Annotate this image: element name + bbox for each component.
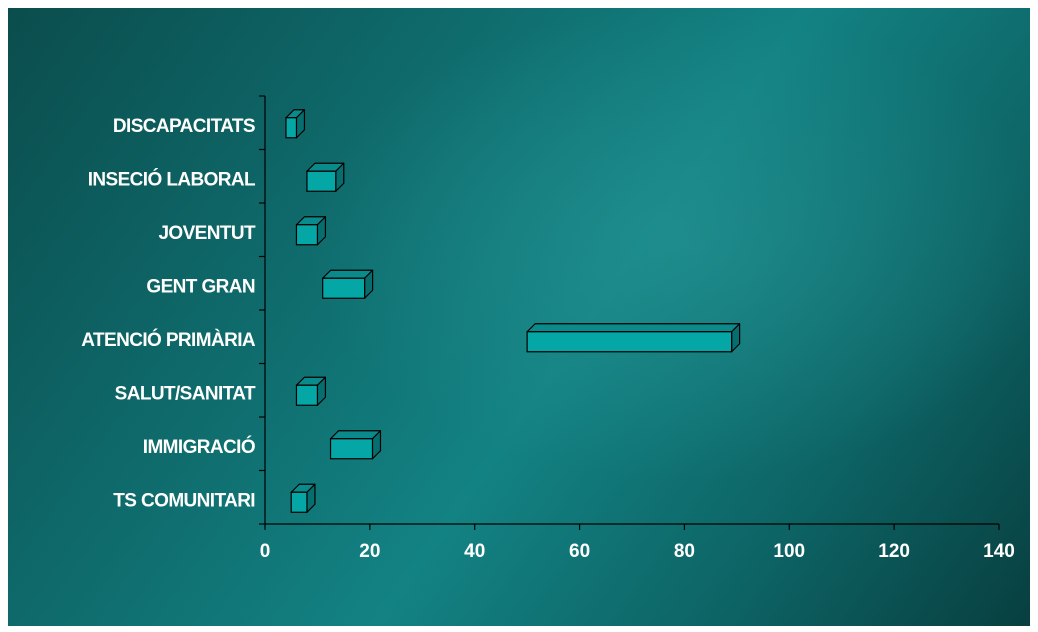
category-label: JOVENTUT	[158, 223, 256, 244]
x-tick-label: 140	[983, 541, 1015, 562]
x-tick-label: 40	[464, 541, 485, 562]
bar-top-face	[526, 323, 741, 333]
bar	[285, 109, 306, 139]
axes	[264, 96, 999, 525]
y-axis-ticks	[259, 95, 265, 525]
x-tick-label: 20	[359, 541, 380, 562]
bar	[526, 323, 741, 353]
x-tick-label: 100	[773, 541, 805, 562]
category-label: IMMIGRACIÓ	[143, 436, 255, 458]
bar-front-face	[295, 384, 319, 406]
bar-front-face	[290, 491, 308, 513]
category-label: DISCAPACITATS	[113, 116, 255, 137]
bar	[290, 483, 316, 513]
bar	[306, 162, 345, 192]
horizontal-bar-chart: DISCAPACITATS INSECIÓ LABORAL JOVENTUT GENT…	[81, 95, 1015, 562]
x-tick-label: 120	[878, 541, 910, 562]
category-label: TS COMUNITARI	[113, 490, 255, 511]
bar	[295, 216, 327, 246]
category-label: SALUT/SANITAT	[115, 383, 256, 404]
bar-front-face	[526, 331, 733, 353]
bar-front-face	[285, 117, 298, 139]
bar-front-face	[295, 224, 319, 246]
bar-front-face	[322, 277, 366, 299]
chart-slide: DISCAPACITATS INSECIÓ LABORAL JOVENTUT GENT…	[8, 8, 1030, 626]
bars	[285, 109, 741, 513]
category-label: GENT GRAN	[146, 276, 255, 297]
category-label: ATENCIÓ PRIMÀRIA	[81, 329, 256, 351]
x-axis-ticks: 0 20 40 60 80 100 120 140	[260, 524, 1015, 562]
bar	[322, 269, 374, 299]
category-label: INSECIÓ LABORAL	[88, 168, 256, 190]
bar	[329, 430, 382, 460]
category-labels: DISCAPACITATS INSECIÓ LABORAL JOVENTUT GENT…	[81, 116, 256, 512]
x-tick-label: 80	[674, 541, 695, 562]
x-tick-label: 0	[260, 541, 271, 562]
bar-front-face	[306, 170, 337, 192]
bar	[295, 376, 327, 406]
x-tick-label: 60	[569, 541, 590, 562]
bar-front-face	[329, 438, 374, 460]
